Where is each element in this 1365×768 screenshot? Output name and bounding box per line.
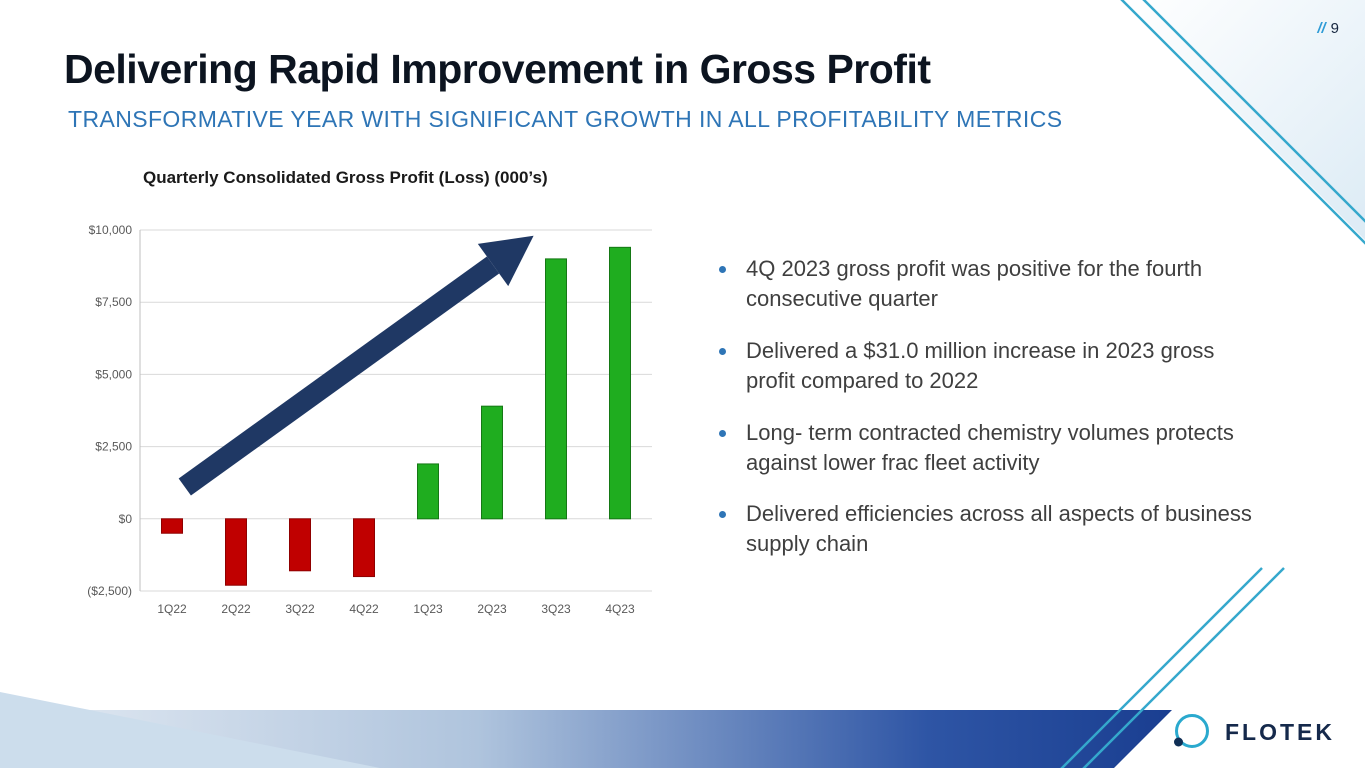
bottom-right-accent-line (1060, 567, 1263, 768)
svg-text:($2,500): ($2,500) (87, 584, 132, 598)
slide-title: Delivering Rapid Improvement in Gross Pr… (64, 46, 931, 92)
top-right-corner-wedge (1125, 0, 1365, 240)
top-right-accent-line (1142, 0, 1365, 223)
svg-text:2Q23: 2Q23 (477, 602, 507, 616)
bullet-item: Delivered efficiencies across all aspect… (710, 499, 1262, 559)
bullet-item: Long- term contracted chemistry volumes … (710, 418, 1262, 478)
chart-title: Quarterly Consolidated Gross Profit (Los… (143, 168, 548, 187)
svg-text:$7,500: $7,500 (95, 295, 132, 309)
bottom-right-white-wedge (1114, 698, 1365, 768)
page-number-marker: // (1317, 20, 1326, 37)
page-number: //9 (1317, 20, 1339, 37)
svg-text:3Q22: 3Q22 (285, 602, 315, 616)
bottom-right-accent-line (1082, 567, 1285, 768)
svg-text:4Q22: 4Q22 (349, 602, 379, 616)
bar-chart-plot: $10,000 $7,500 $5,000 $2,500 $0 ($2,500) 1Q22 2… (87, 223, 652, 616)
svg-text:$0: $0 (119, 512, 133, 526)
svg-text:1Q23: 1Q23 (413, 602, 443, 616)
bullet-item: 4Q 2023 gross profit was positive for th… (710, 254, 1262, 314)
page-number-value: 9 (1330, 20, 1339, 37)
slide-subtitle: TRANSFORMATIVE YEAR WITH SIGNIFICANT GRO… (68, 106, 1063, 132)
gross-profit-chart: Quarterly Consolidated Gross Profit (Los… (85, 166, 695, 656)
flotek-logo-icon (1174, 714, 1209, 748)
flotek-logo-text: FLOTEK (1225, 718, 1335, 745)
svg-text:3Q23: 3Q23 (541, 602, 571, 616)
top-right-accent-line (1120, 0, 1365, 245)
bullet-list: 4Q 2023 gross profit was positive for th… (710, 254, 1266, 581)
svg-text:1Q22: 1Q22 (157, 602, 187, 616)
svg-text:$10,000: $10,000 (89, 223, 133, 237)
bullet-item: Delivered a $31.0 million increase in 20… (710, 336, 1262, 396)
svg-text:$5,000: $5,000 (95, 367, 132, 381)
svg-text:$2,500: $2,500 (95, 440, 132, 454)
flotek-logo: FLOTEK (1169, 709, 1335, 755)
svg-text:4Q23: 4Q23 (605, 602, 635, 616)
bottom-left-wedge (0, 692, 380, 768)
svg-text:2Q22: 2Q22 (221, 602, 251, 616)
